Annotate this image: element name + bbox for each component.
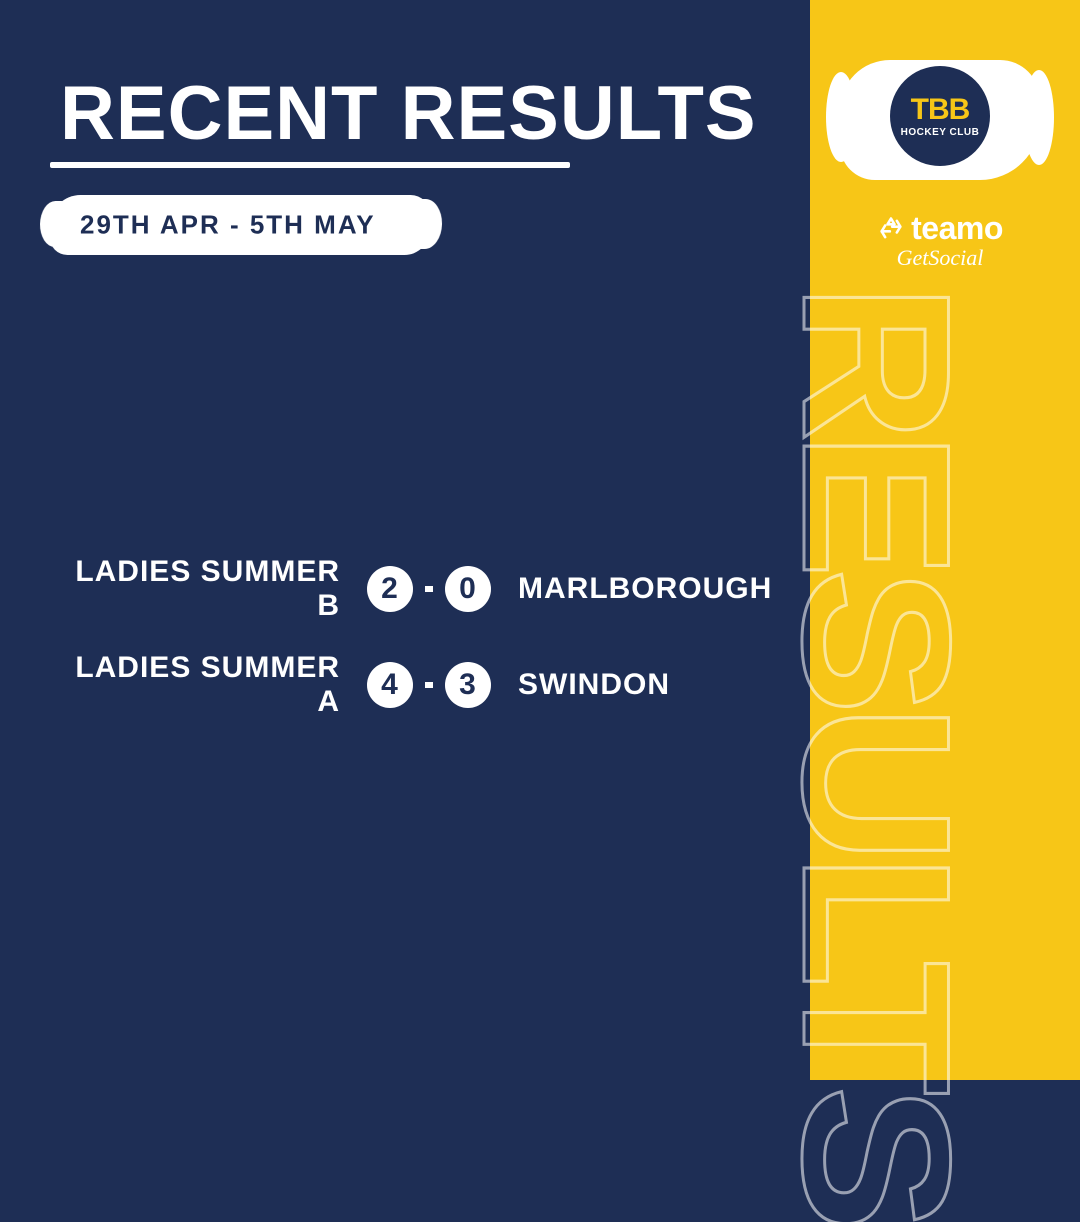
match-row: LADIES SUMMER B 2 0 MARLBOROUGH bbox=[60, 555, 770, 623]
score-group: 4 3 bbox=[364, 662, 494, 708]
score-separator bbox=[425, 682, 433, 688]
club-badge-line2: HOCKEY CLUB bbox=[901, 127, 980, 138]
brand-block: teamo GetSocial bbox=[840, 210, 1040, 271]
home-score-badge: 4 bbox=[367, 662, 413, 708]
date-range-text: 29TH APR - 5TH MAY bbox=[80, 210, 376, 241]
brand-name: teamo bbox=[911, 210, 1003, 247]
home-score-badge: 2 bbox=[367, 566, 413, 612]
score-separator bbox=[425, 586, 433, 592]
home-team: LADIES SUMMER B bbox=[60, 555, 340, 623]
date-range-badge: 29TH APR - 5TH MAY bbox=[50, 195, 430, 255]
vertical-results-word: RESULTS bbox=[803, 283, 950, 1222]
away-team: SWINDON bbox=[518, 668, 770, 702]
club-badge: TBB HOCKEY CLUB bbox=[890, 66, 990, 166]
away-score-badge: 3 bbox=[445, 662, 491, 708]
club-badge-line1: TBB bbox=[911, 95, 970, 125]
score-group: 2 0 bbox=[364, 566, 494, 612]
club-logo-area: TBB HOCKEY CLUB bbox=[840, 60, 1040, 210]
title-underline bbox=[50, 162, 570, 168]
results-list: LADIES SUMMER B 2 0 MARLBOROUGH LADIES S… bbox=[60, 555, 770, 747]
home-team: LADIES SUMMER A bbox=[60, 651, 340, 719]
page-title: RECENT RESULTS bbox=[60, 70, 757, 157]
away-team: MARLBOROUGH bbox=[518, 572, 772, 606]
recycle-icon bbox=[877, 215, 905, 243]
away-score-badge: 0 bbox=[445, 566, 491, 612]
match-row: LADIES SUMMER A 4 3 SWINDON bbox=[60, 651, 770, 719]
brand-tagline: GetSocial bbox=[840, 245, 1040, 271]
